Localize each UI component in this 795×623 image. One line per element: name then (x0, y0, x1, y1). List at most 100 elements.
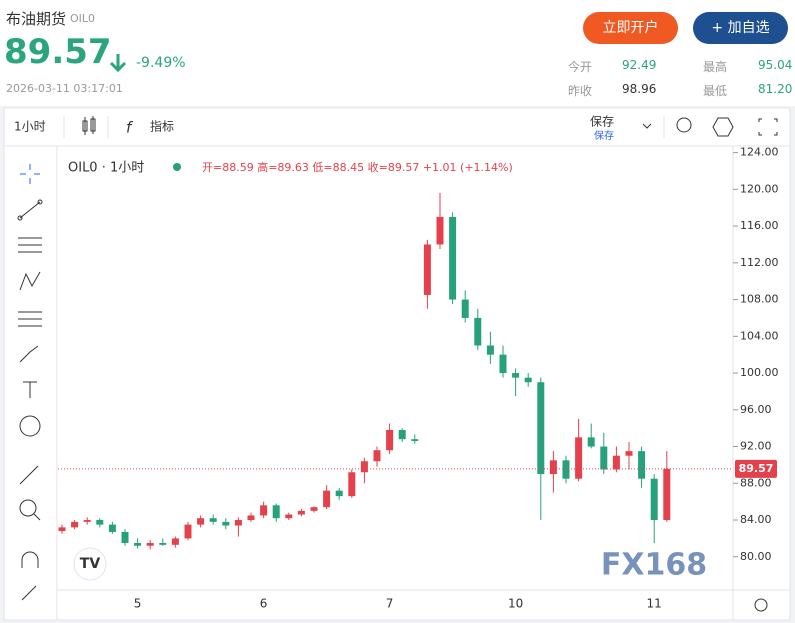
indicators-button[interactable]: 指标 (150, 119, 174, 134)
open-account-button[interactable]: 立即开户 (583, 12, 678, 44)
candle-body (209, 518, 217, 522)
header: 布油期货 OIL0 89.57 -9.49% 2026-03-11 03:17:… (0, 0, 795, 106)
candle-body (411, 439, 419, 442)
candle-body (310, 507, 318, 511)
candle-body (222, 521, 230, 526)
y-tick-label: 96.00 (740, 403, 772, 416)
title: 布油期货 (6, 10, 67, 28)
candle-body (260, 505, 268, 516)
stat-label: 最低 (703, 84, 728, 98)
candle-body (58, 527, 66, 532)
stat-label: 昨收 (568, 84, 593, 98)
fx-icon[interactable]: f (126, 119, 134, 137)
y-tick-label: 100.00 (740, 366, 779, 379)
fullscreen-icon[interactable] (758, 118, 778, 136)
candle-body (461, 299, 469, 318)
axis-settings-icon[interactable] (754, 598, 768, 612)
y-tick-label: 84.00 (740, 513, 772, 526)
candle-body (398, 430, 406, 440)
candle-body (524, 377, 532, 383)
candle-body (562, 460, 570, 479)
last-price-box (735, 459, 777, 478)
change: -9.49% (136, 55, 186, 71)
x-tick-label: 7 (386, 597, 394, 611)
candle-body (449, 216, 457, 300)
last-price-label: 89.57 (739, 462, 774, 475)
candle-body (171, 538, 179, 545)
x-tick-label: 5 (134, 597, 142, 611)
candle-body (83, 520, 91, 522)
candle-body (146, 542, 154, 546)
code: OIL0 (70, 12, 96, 25)
time: 2026-03-11 03:17:01 (6, 82, 123, 95)
y-tick-label: 92.00 (740, 440, 772, 453)
candle-body (436, 216, 444, 245)
stat-label: 今开 (568, 60, 593, 74)
candle-body (134, 542, 142, 546)
candle-body (348, 472, 356, 497)
stat-label: 最高 (703, 60, 728, 74)
candle-body (234, 520, 242, 526)
candle-body (650, 478, 658, 521)
ohlc-readout: 开=88.59 高=89.63 低=88.45 收=89.57 +1.01 (+… (202, 160, 513, 174)
candle-body (184, 524, 192, 539)
candle-body (285, 514, 293, 519)
x-tick-label: 10 (508, 597, 523, 611)
candle-body (575, 437, 583, 479)
add-watch-button[interactable]: + 加自选 (693, 12, 788, 44)
candle-body (625, 451, 633, 456)
candle-body (247, 515, 255, 521)
stat-value: 98.96 (622, 82, 657, 96)
candle-body (360, 461, 368, 473)
candle-body (96, 520, 104, 525)
candle-body (486, 345, 494, 355)
candle-body (512, 373, 520, 378)
candle-body (335, 490, 343, 497)
y-tick-label: 120.00 (740, 182, 779, 195)
x-tick-label: 6 (260, 597, 268, 611)
stat-value: 95.04 (758, 58, 793, 72)
candle-body (423, 244, 431, 295)
candle-body (121, 531, 129, 543)
candle-body (71, 521, 79, 528)
interval-button[interactable]: 1小时 (14, 120, 46, 134)
candle-body (474, 317, 482, 346)
dropdown-icon[interactable] (642, 123, 652, 129)
save-sub: 保存 (594, 129, 614, 142)
settings-icon[interactable] (712, 117, 734, 137)
candle-body (297, 510, 305, 515)
y-tick-label: 116.00 (740, 219, 779, 232)
y-tick-label: 80.00 (740, 550, 772, 563)
price: 89.57 (4, 32, 112, 72)
candle-body (323, 490, 331, 508)
y-tick-label: 112.00 (740, 256, 779, 269)
legend-title: OIL0 · 1小时 (68, 161, 144, 176)
candle-body (159, 542, 167, 545)
candle-body (197, 518, 205, 525)
y-tick-label: 88.00 (740, 476, 772, 489)
x-tick-label: 11 (647, 597, 662, 611)
tv-logo (73, 547, 107, 581)
candle-body (537, 382, 545, 475)
watermark: FX168 (601, 548, 707, 583)
stat-value: 92.49 (622, 58, 657, 72)
candle-body (386, 430, 394, 451)
candle-body (612, 455, 620, 470)
tv-logo-text: TV (80, 556, 101, 572)
candle-body (549, 460, 557, 475)
candle-body (663, 468, 671, 521)
down-arrow (109, 54, 127, 73)
candle-body (600, 446, 608, 470)
candle-type-icon[interactable] (82, 116, 96, 135)
candle-body (272, 505, 280, 519)
y-tick-label: 108.00 (740, 293, 779, 306)
candle-body (108, 524, 116, 532)
candle-body (373, 450, 381, 462)
chart-panel (3, 107, 791, 621)
drawing-tools[interactable] (17, 164, 43, 601)
alert-icon[interactable] (676, 117, 692, 133)
save-button[interactable]: 保存 (590, 115, 614, 129)
stat-value: 81.20 (758, 82, 793, 96)
